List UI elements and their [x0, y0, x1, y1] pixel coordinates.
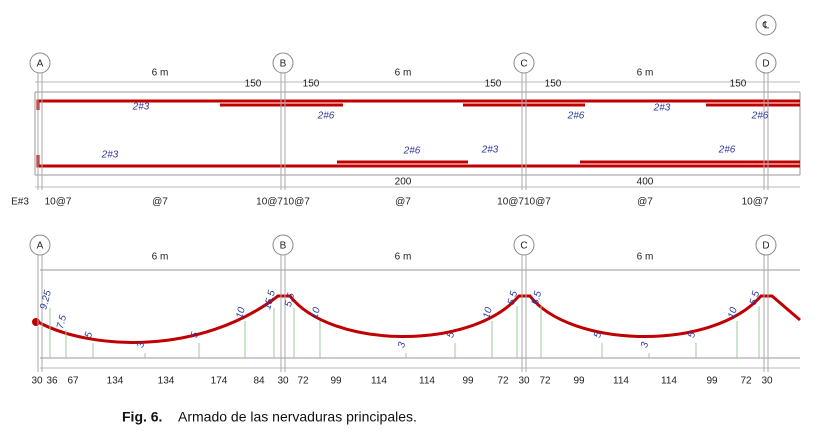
span-label: 6 m: [637, 252, 654, 263]
bar-label: 2#3: [653, 103, 671, 114]
axis-circle: [755, 234, 777, 256]
ordinate-label: 10: [234, 306, 248, 320]
span-label: 6 m: [637, 68, 654, 79]
ordinate-label: 5: [189, 331, 201, 340]
dim-label: 84: [253, 376, 265, 387]
span-label: 6 m: [395, 252, 412, 263]
stirrup-label: @7: [152, 197, 168, 208]
ordinate-label: 5: [445, 331, 457, 340]
stirrup-label: 10@710@7: [256, 197, 310, 208]
ordinate-label: 5: [686, 331, 698, 340]
axis-label: B: [280, 241, 287, 252]
ordinate-label: 5.5: [506, 289, 520, 306]
dim-label: 99: [706, 376, 718, 387]
ordinate-label: 15.5: [262, 289, 278, 311]
axis-label: B: [280, 59, 287, 70]
ordinate-label: 5.5: [283, 291, 297, 308]
dim-label: 134: [158, 376, 175, 387]
stirrup-label: @7: [637, 197, 653, 208]
bar-label: 2#3: [132, 102, 150, 113]
stirrup-label: 10@710@7: [497, 197, 551, 208]
dim-label: 150: [545, 79, 562, 90]
dim-label: 200: [395, 177, 412, 188]
stirrup-label: E#3: [11, 197, 29, 208]
axis-label: C: [520, 241, 527, 252]
dim-label: 150: [303, 79, 320, 90]
dim-label: 30: [277, 376, 289, 387]
dim-label: 150: [485, 79, 502, 90]
ordinate-label: 3: [639, 341, 651, 350]
axis-label: A: [37, 59, 44, 70]
stirrup-label: 10@7: [742, 197, 769, 208]
span-label: 6 m: [152, 68, 169, 79]
centerline: ℄: [762, 21, 770, 32]
stirrup-label: 10@7: [45, 197, 72, 208]
bar-label: 2#3: [101, 150, 119, 161]
axis-circle: [272, 234, 294, 256]
bar-label: 2#6: [567, 111, 585, 122]
axis-circle: [513, 52, 535, 74]
dim-label: 72: [497, 376, 509, 387]
span-label: 6 m: [152, 252, 169, 263]
caption-text: Armado de las nervaduras principales.: [178, 409, 417, 425]
dim-label: 114: [371, 376, 387, 387]
axis-circle: [755, 52, 777, 74]
axis-label: C: [520, 59, 527, 70]
caption-label: Fig. 6.: [122, 409, 162, 425]
ordinate-label: 5.5: [748, 289, 762, 306]
support-dot: [32, 318, 40, 326]
axis-circle: [513, 234, 535, 256]
dim-label: 114: [419, 376, 435, 387]
ordinate-label: 5: [83, 331, 95, 340]
dim-label: 99: [573, 376, 585, 387]
dim-label: 72: [740, 376, 752, 387]
ordinate-label: 7.5: [55, 313, 69, 330]
span-label: 6 m: [395, 68, 412, 79]
dim-label: 99: [330, 376, 342, 387]
ordinate-label: 10: [309, 306, 323, 320]
axis-circle: [29, 52, 51, 74]
axis-label: D: [762, 59, 769, 70]
dim-label: 174: [211, 376, 228, 387]
dim-label: 30: [31, 376, 43, 387]
ordinate-label: 9.25: [38, 289, 54, 311]
axis-circle: [29, 234, 51, 256]
ordinate-label: 3: [135, 341, 147, 350]
bar-label: 2#3: [481, 145, 499, 156]
dim-label: 150: [730, 79, 747, 90]
dim-label: 99: [462, 376, 474, 387]
dim-label: 114: [661, 376, 677, 387]
bar-label: 2#6: [751, 111, 769, 122]
ordinate-label: 3: [396, 341, 408, 350]
dim-label: 36: [46, 376, 58, 387]
dim-label: 72: [539, 376, 551, 387]
ordinate-label: 5.5: [530, 289, 544, 306]
dim-label: 150: [245, 79, 262, 90]
bar-label: 2#6: [718, 145, 736, 156]
dim-label: 400: [637, 177, 654, 188]
moment-curve: [37, 294, 801, 344]
dim-label: 30: [761, 376, 773, 387]
dim-label: 67: [67, 376, 79, 387]
dim-label: 134: [107, 376, 124, 387]
centerline-circle: [755, 14, 777, 36]
ordinate-label: 5: [592, 331, 604, 340]
top-beam: [34, 81, 801, 188]
dim-label: 30: [518, 376, 530, 387]
axis-label: D: [762, 241, 769, 252]
dim-label: 114: [613, 376, 629, 387]
ordinate-label: 10: [481, 306, 495, 320]
axis-circle: [272, 52, 294, 74]
bottom-beam: [40, 269, 800, 369]
ordinate-label: 10: [726, 306, 740, 320]
axis-label: A: [37, 241, 44, 252]
stirrup-label: @7: [395, 197, 411, 208]
bar-label: 2#6: [317, 111, 335, 122]
dim-label: 72: [297, 376, 309, 387]
bar-label: 2#6: [403, 146, 421, 157]
